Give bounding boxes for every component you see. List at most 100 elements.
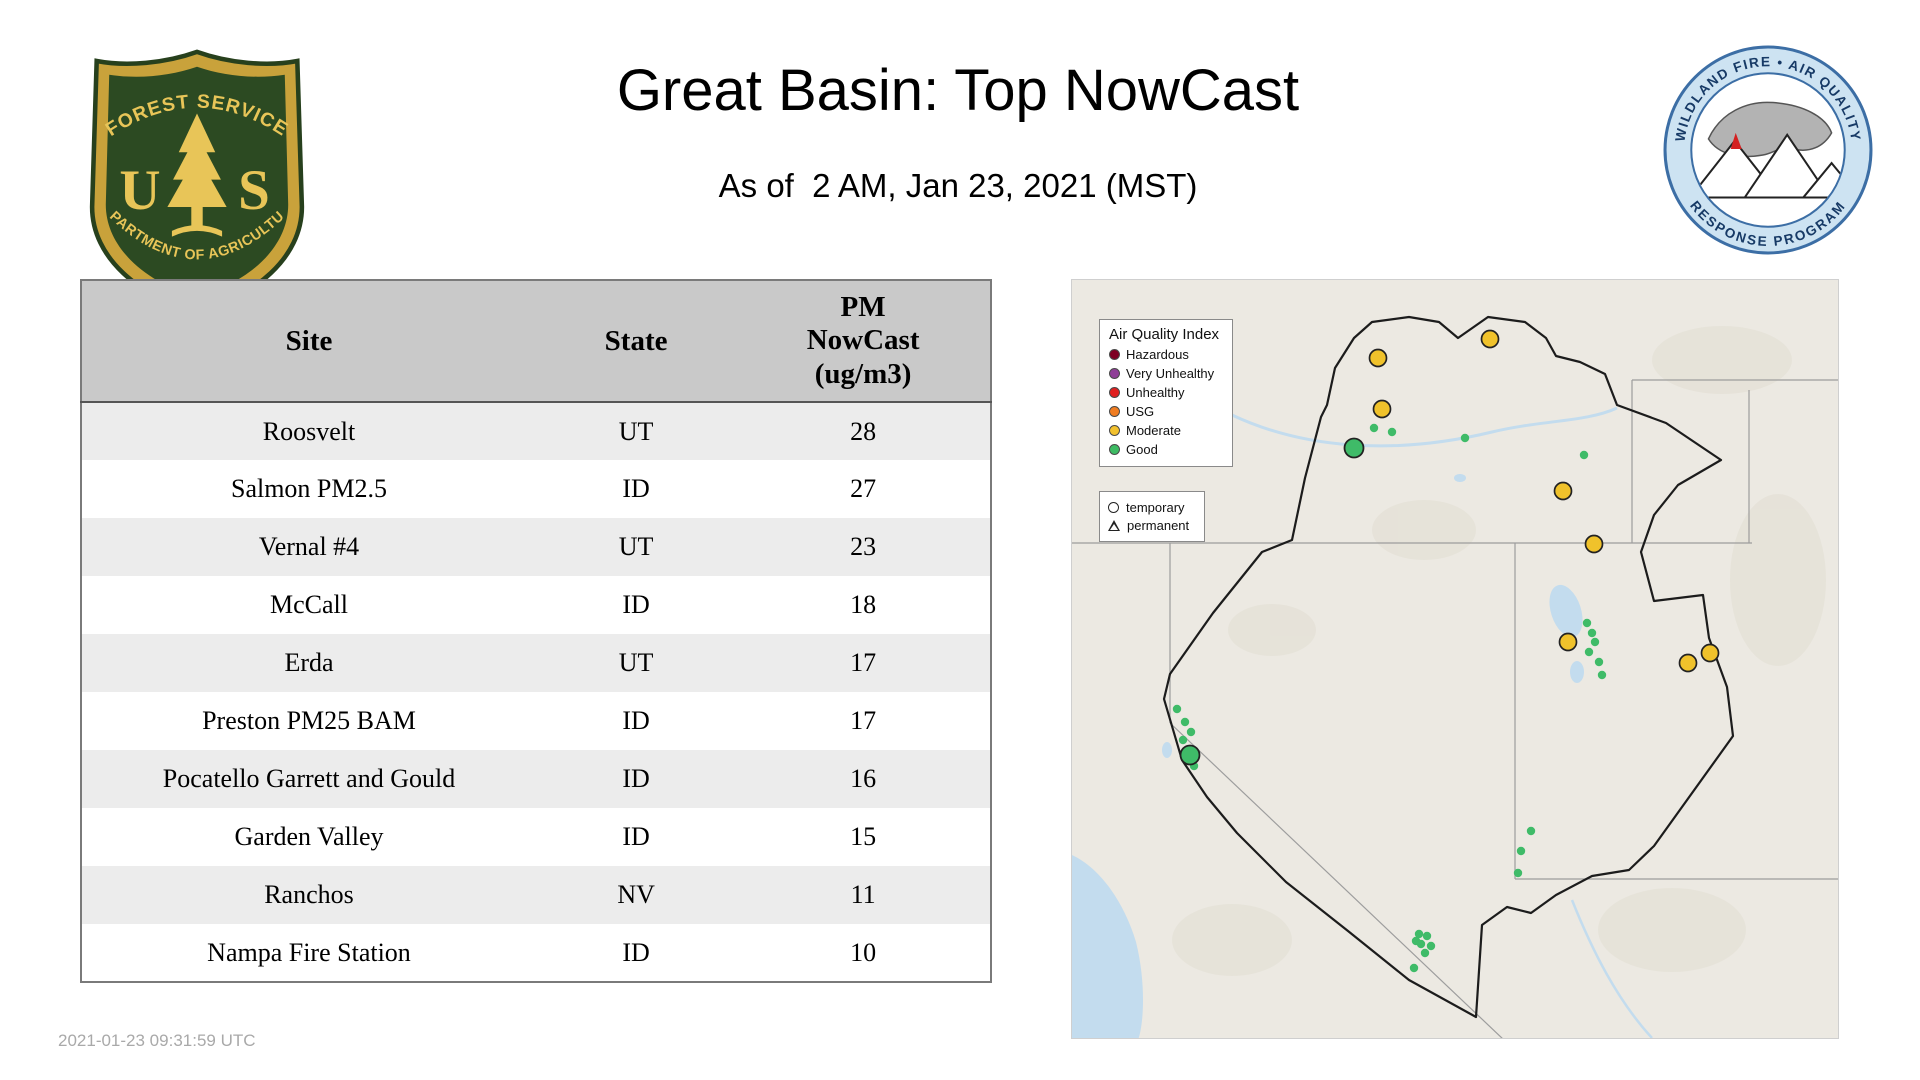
table-row: Ranchos NV 11 (81, 866, 991, 924)
aqi-legend-items: Hazardous Very Unhealthy Unhealthy USG Moder… (1109, 347, 1223, 457)
terrain-shading (1172, 326, 1826, 976)
usfs-letter-s: S (238, 159, 270, 222)
marker-type-legend: temporary permanent (1099, 491, 1205, 542)
flame-icon (1730, 132, 1742, 149)
good-monitor-dot (1460, 433, 1470, 443)
mountains-icon (1692, 133, 1844, 199)
aqi-legend-title: Air Quality Index (1109, 326, 1220, 343)
table-row: Preston PM25 BAM ID 17 (81, 692, 991, 750)
good-monitor-dot (1172, 704, 1182, 714)
aqi-legend-item: Hazardous (1109, 347, 1223, 362)
good-monitor-dot (1186, 727, 1196, 737)
usfs-logo: FOREST SERVICE U S DEPARTMENT OF AGRICUL… (83, 46, 305, 315)
aqi-color-dot (1109, 406, 1120, 417)
moderate-monitor-marker (1553, 481, 1573, 501)
aqi-label: Good (1126, 442, 1158, 457)
column-header-site: Site (81, 280, 536, 403)
state-cell: ID (622, 764, 650, 793)
value-cell: 17 (850, 706, 877, 735)
good-monitor-dot (1180, 717, 1190, 727)
good-monitor-dot (1178, 735, 1188, 745)
good-monitor-dot (1597, 670, 1607, 680)
moderate-monitor-marker (1372, 399, 1392, 419)
site-cell: Nampa Fire Station (207, 937, 411, 967)
title-block: Great Basin: Top NowCast As of 2 AM, Jan… (298, 58, 1618, 205)
site-cell: Ranchos (264, 880, 354, 909)
value-cell: 17 (850, 648, 877, 677)
state-cell: ID (622, 937, 650, 967)
good-monitor-dot (1594, 657, 1604, 667)
site-cell: Roosvelt (262, 416, 356, 446)
good-monitor-dot (1420, 948, 1430, 958)
site-cell: Erda (284, 648, 334, 677)
aqi-color-dot (1109, 368, 1120, 379)
value-cell: 11 (850, 880, 876, 909)
table-row: Roosvelt UT 28 (81, 402, 991, 460)
aqi-label: USG (1126, 404, 1155, 419)
moderate-monitor-marker (1558, 632, 1578, 652)
table-row: Nampa Fire Station ID 10 (81, 924, 991, 982)
aqi-legend: Air Quality Index Hazardous Very Unhealth… (1099, 319, 1233, 467)
value-cell: 27 (850, 474, 877, 503)
good-monitor-dot (1584, 647, 1594, 657)
column-header-pm: PM NowCast (ug/m3) (736, 280, 991, 403)
state-cell: UT (618, 416, 654, 446)
usfs-letter-u: U (119, 159, 160, 222)
great-basin-map: Air Quality Index Hazardous Very Unhealth… (1071, 279, 1839, 1039)
monitor-markers (1172, 329, 1720, 973)
state-cell: UT (618, 648, 654, 677)
aqi-color-dot (1109, 425, 1120, 436)
temporary-circle-icon (1108, 502, 1119, 513)
column-header-state: State (536, 280, 737, 403)
site-cell: Pocatello Garrett and Gould (162, 764, 456, 793)
moderate-monitor-marker (1678, 653, 1698, 673)
moderate-monitor-marker (1700, 643, 1720, 663)
aqi-legend-item: Very Unhealthy (1109, 366, 1223, 381)
good-monitor-dot (1516, 846, 1526, 856)
page-subtitle: As of 2 AM, Jan 23, 2021 (MST) (718, 166, 1198, 204)
state-cell: NV (617, 880, 655, 909)
site-cell: McCall (270, 590, 348, 619)
aqi-label: Unhealthy (1126, 385, 1185, 400)
table-header-row: Site State PM NowCast (ug/m3) (81, 280, 991, 403)
aqi-label: Moderate (1126, 423, 1181, 438)
good-monitor-dot (1369, 423, 1379, 433)
table-row: Erda UT 17 (81, 634, 991, 692)
moderate-monitor-marker (1368, 348, 1388, 368)
table-row: Salmon PM2.5 ID 27 (81, 460, 991, 518)
good-monitor-dot (1582, 618, 1592, 628)
table-row: Pocatello Garrett and Gould ID 16 (81, 750, 991, 808)
site-cell: Preston PM25 BAM (202, 706, 416, 735)
good-monitor-dot (1426, 941, 1436, 951)
table-row: McCall ID 18 (81, 576, 991, 634)
state-cell: ID (622, 590, 650, 619)
marker-type-item: temporary (1108, 500, 1196, 515)
good-monitor-dot (1513, 868, 1523, 878)
aqi-color-dot (1109, 387, 1120, 398)
good-monitor-dot (1387, 427, 1397, 437)
page-title: Great Basin: Top NowCast (616, 58, 1300, 123)
aqi-legend-item: USG (1109, 404, 1223, 419)
moderate-monitor-marker (1480, 329, 1500, 349)
great-basin-boundary (1162, 315, 1735, 1019)
site-cell: Garden Valley (234, 822, 384, 851)
nowcast-table: Site State PM NowCast (ug/m3) Roosvelt UT… (80, 279, 992, 983)
aqi-legend-item: Unhealthy (1109, 385, 1223, 400)
good-monitor-marker (1343, 437, 1365, 459)
site-cell: Salmon PM2.5 (230, 474, 388, 503)
aqi-legend-item: Good (1109, 442, 1223, 457)
aqi-label: Very Unhealthy (1126, 366, 1215, 381)
value-cell: 16 (850, 764, 877, 793)
good-monitor-dot (1414, 929, 1424, 939)
permanent-triangle-icon (1108, 520, 1120, 531)
table-row: Garden Valley ID 15 (81, 808, 991, 866)
marker-type-label: temporary (1126, 500, 1185, 515)
marker-type-label: permanent (1127, 518, 1190, 533)
good-monitor-dot (1422, 931, 1432, 941)
good-monitor-dot (1409, 963, 1419, 973)
aqi-legend-item: Moderate (1109, 423, 1223, 438)
pine-tree-icon (167, 113, 227, 237)
state-cell: ID (622, 474, 650, 503)
value-cell: 15 (850, 822, 877, 851)
